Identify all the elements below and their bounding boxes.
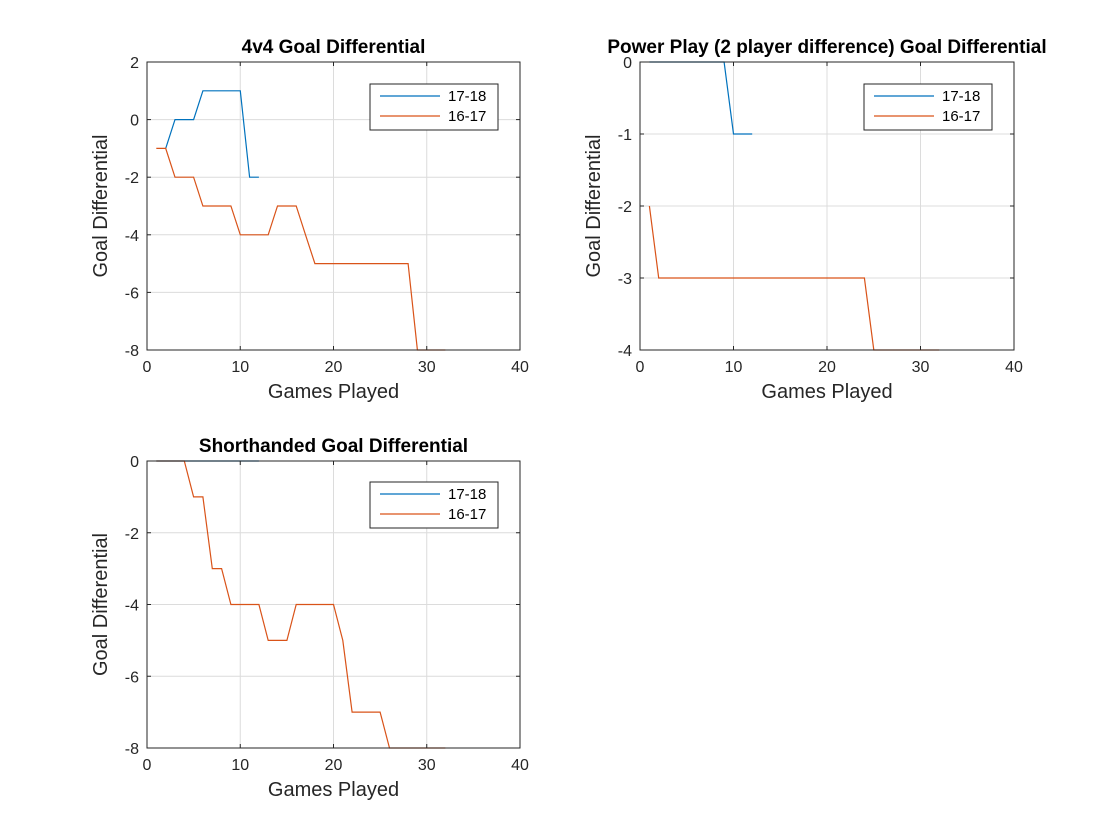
x-tick-label: 0 (143, 359, 152, 376)
legend-box (863, 83, 993, 131)
x-tick-label: 30 (418, 757, 436, 774)
legend-label: 17-18 (448, 88, 486, 105)
y-tick-label: -2 (125, 526, 139, 543)
y-tick-label: -4 (125, 228, 139, 245)
y-tick-label: -4 (618, 343, 632, 360)
y-axis-label: Goal Differential (90, 533, 112, 676)
x-axis-label: Games Played (268, 779, 399, 801)
legend-label: 16-17 (448, 108, 486, 125)
x-tick-label: 10 (725, 359, 743, 376)
legend-box (369, 83, 499, 131)
legend-label: 17-18 (942, 88, 980, 105)
y-tick-label: 2 (130, 55, 139, 72)
y-tick-label: -8 (125, 741, 139, 758)
series-line-17-18 (165, 90, 259, 178)
y-tick-label: 0 (130, 113, 139, 130)
x-tick-label: 10 (231, 359, 249, 376)
y-tick-label: -6 (125, 285, 139, 302)
y-tick-label: -1 (618, 127, 632, 144)
x-tick-label: 20 (325, 757, 343, 774)
legend: 17-18 16-17 (863, 83, 993, 131)
x-tick-label: 20 (818, 359, 836, 376)
x-tick-label: 10 (231, 757, 249, 774)
legend: 17-18 16-17 (369, 83, 499, 131)
y-tick-label: -4 (125, 598, 139, 615)
y-tick-label: -3 (618, 271, 632, 288)
y-tick-label: 0 (130, 454, 139, 471)
legend: 17-18 16-17 (369, 481, 499, 529)
y-axis-label: Goal Differential (583, 134, 605, 277)
legend-label: 16-17 (942, 108, 980, 125)
legend-box (369, 481, 499, 529)
y-tick-label: -6 (125, 669, 139, 686)
chart-title: Power Play (2 player difference) Goal Di… (607, 37, 1046, 58)
x-tick-label: 0 (143, 757, 152, 774)
legend-label: 17-18 (448, 486, 486, 503)
chart-panel-4v4: 0 10 20 30 40 -8 -6 -4 -2 0 2 4v4 Goal Differential… (90, 37, 529, 403)
x-tick-label: 40 (1005, 359, 1023, 376)
x-axis-label: Games Played (268, 381, 399, 403)
chart-panel-shorthanded: 0 10 20 30 40 -8 -6 -4 -2 0 Shorthanded Goal Diffe… (90, 436, 529, 801)
y-axis-label: Goal Differential (90, 134, 112, 277)
y-tick-label: -8 (125, 343, 139, 360)
x-tick-label: 20 (325, 359, 343, 376)
x-tick-label: 0 (636, 359, 645, 376)
x-tick-label: 40 (511, 359, 529, 376)
y-tick-label: -2 (125, 170, 139, 187)
x-tick-label: 30 (912, 359, 930, 376)
chart-title: 4v4 Goal Differential (242, 37, 426, 58)
series-line-16-17 (156, 147, 446, 351)
y-tick-label: -2 (618, 199, 632, 216)
x-tick-label: 30 (418, 359, 436, 376)
chart-title: Shorthanded Goal Differential (199, 436, 468, 457)
legend-label: 16-17 (448, 506, 486, 523)
x-tick-label: 40 (511, 757, 529, 774)
y-tick-label: 0 (623, 55, 632, 72)
x-axis-label: Games Played (761, 381, 892, 403)
